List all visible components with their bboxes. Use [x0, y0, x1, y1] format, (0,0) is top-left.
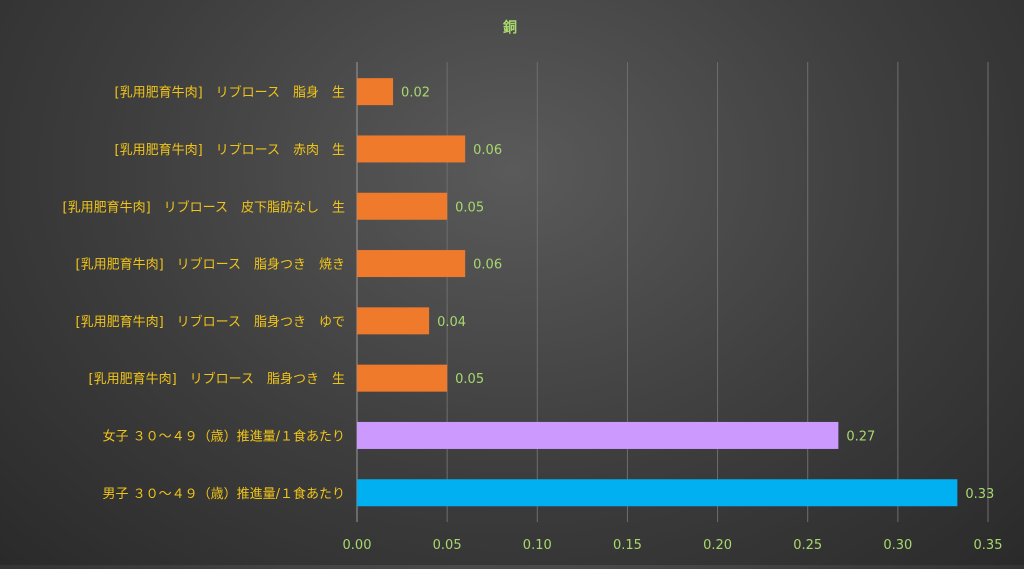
category-label: [乳用肥育牛肉] リブロース 脂身つき ゆで: [76, 314, 346, 330]
x-tick-label: 0.05: [433, 538, 462, 553]
labels: 0.00 0.05 0.10 0.15 0.20 0.25 0.30 0.35 [乳用肥育牛肉]…: [63, 85, 1003, 553]
x-tick-label: 0.20: [703, 538, 732, 553]
data-label: 0.06: [473, 143, 502, 158]
category-label: [乳用肥育牛肉] リブロース 皮下脂肪なし 生: [63, 199, 346, 215]
bar: [357, 250, 466, 278]
data-label: 0.27: [846, 429, 875, 444]
data-label: 0.04: [437, 315, 466, 330]
bars: [357, 78, 958, 507]
bar: [357, 78, 394, 106]
data-label: 0.05: [455, 372, 484, 387]
category-label: [乳用肥育牛肉] リブロース 赤肉 生: [115, 142, 346, 158]
category-label: 女子 ３０～４９（歳）推進量/１食あたり: [102, 428, 345, 444]
bar: [357, 135, 466, 163]
x-tick-label: 0.15: [613, 538, 642, 553]
data-label: 0.33: [965, 487, 994, 502]
chart-title: 銅: [503, 19, 517, 36]
data-label: 0.06: [473, 258, 502, 273]
gridlines: [446, 62, 989, 522]
bar: [357, 421, 839, 449]
category-label: [乳用肥育牛肉] リブロース 脂身つき 生: [89, 371, 346, 387]
x-tick-label: 0.25: [793, 538, 822, 553]
data-label: 0.05: [455, 200, 484, 215]
x-tick-label: 0.10: [523, 538, 552, 553]
bar: [357, 192, 448, 220]
bar: [357, 479, 958, 507]
category-label: 男子 ３０～４９（歳）推進量/１食あたり: [102, 486, 345, 502]
data-label: 0.02: [401, 86, 430, 101]
x-tick-label: 0.35: [974, 538, 1003, 553]
category-label: [乳用肥育牛肉] リブロース 脂身 生: [115, 85, 346, 101]
category-label: [乳用肥育牛肉] リブロース 脂身つき 焼き: [76, 257, 346, 273]
bar: [357, 364, 448, 392]
bar: [357, 307, 430, 335]
x-tick-label: 0.00: [343, 538, 372, 553]
x-tick-label: 0.30: [883, 538, 912, 553]
